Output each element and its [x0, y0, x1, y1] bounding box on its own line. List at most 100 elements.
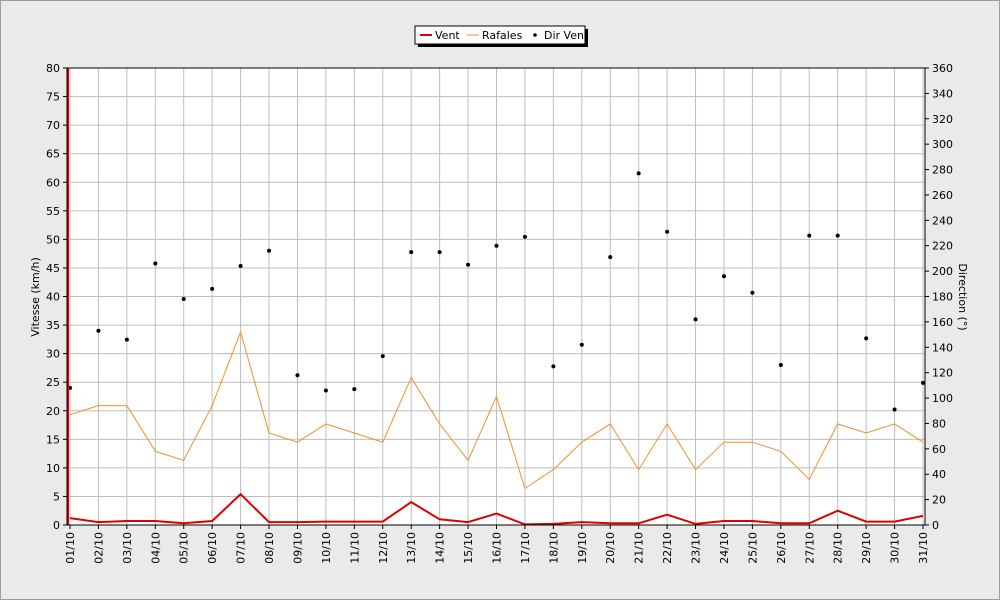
x-tick-label: 14/10 [434, 532, 447, 564]
dir-vent-point [96, 328, 101, 333]
y2-tick-label: 260 [932, 189, 953, 202]
x-tick-label: 29/10 [860, 532, 873, 564]
y-tick-label: 70 [46, 119, 60, 132]
y2-tick-label: 60 [932, 443, 946, 456]
y-tick-label: 50 [46, 233, 60, 246]
y-tick-label: 75 [46, 91, 60, 104]
y2-tick-label: 200 [932, 265, 953, 278]
x-tick-label: 18/10 [547, 532, 560, 564]
dir-vent-point [210, 286, 215, 291]
x-tick-label: 12/10 [377, 532, 390, 564]
y2-tick-label: 140 [932, 341, 953, 354]
dir-vent-point [608, 255, 613, 260]
x-tick-label: 08/10 [263, 532, 276, 564]
y2-tick-label: 240 [932, 214, 953, 227]
dir-vent-point [721, 274, 726, 279]
y2-tick-label: 360 [932, 62, 953, 75]
dir-vent-point [181, 297, 186, 302]
y2-tick-label: 40 [932, 468, 946, 481]
y-tick-label: 15 [46, 433, 60, 446]
x-tick-label: 28/10 [832, 532, 845, 564]
x-tick-label: 30/10 [889, 532, 902, 564]
legend: Vent Rafales Dir Vent [414, 25, 589, 47]
y-tick-label: 40 [46, 291, 60, 304]
x-tick-label: 15/10 [462, 532, 475, 564]
x-tick-label: 04/10 [149, 532, 162, 564]
x-tick-label: 27/10 [803, 532, 816, 564]
dir-vent-point [892, 407, 897, 412]
dir-vent-point [124, 337, 129, 342]
legend-vent-label: Vent [435, 29, 460, 42]
x-tick-label: 02/10 [92, 532, 105, 564]
y-tick-label: 5 [53, 490, 60, 503]
x-tick-label: 06/10 [206, 532, 219, 564]
y2-tick-label: 80 [932, 417, 946, 430]
x-tick-label: 05/10 [178, 532, 191, 564]
x-tick-label: 01/10 [64, 532, 77, 564]
dir-vent-point [636, 171, 641, 176]
dir-vent-point [380, 354, 385, 359]
grid [67, 68, 925, 525]
dir-vent-point [295, 373, 300, 378]
y-tick-label: 30 [46, 348, 60, 361]
dir-vent-point [267, 248, 272, 253]
x-tick-label: 20/10 [604, 532, 617, 564]
x-tick-label: 10/10 [320, 532, 333, 564]
dir-vent-point [352, 387, 357, 392]
x-tick-label: 13/10 [405, 532, 418, 564]
y2-tick-label: 320 [932, 113, 953, 126]
y-tick-label: 35 [46, 319, 60, 332]
x-tick-label: 09/10 [291, 532, 304, 564]
x-tick-label: 26/10 [775, 532, 788, 564]
dir-vent-point [665, 229, 670, 234]
dir-vent-point [238, 264, 243, 269]
dir-vent-point [466, 262, 471, 267]
y-tick-label: 65 [46, 148, 60, 161]
y2-tick-label: 300 [932, 138, 953, 151]
dir-vent-point [835, 233, 840, 238]
dir-vent-point [153, 261, 158, 266]
x-tick-label: 07/10 [235, 532, 248, 564]
y-axis-label: Vitesse (km/h) [29, 257, 42, 337]
rafales-line [69, 330, 924, 490]
dir-vent-point [693, 317, 698, 322]
x-tick-label: 31/10 [917, 532, 930, 564]
y-tick-label: 60 [46, 176, 60, 189]
y-tick-label: 20 [46, 405, 60, 418]
x-tick-label: 25/10 [746, 532, 759, 564]
axes: 0 5 10 15 20 25 30 35 40 45 50 55 60 65 70 75 80 0 20 40 60 8… [46, 62, 953, 564]
y-tick-label: 0 [53, 519, 60, 532]
vent-line [69, 492, 924, 526]
x-tick-label: 22/10 [661, 532, 674, 564]
y2-tick-label: 20 [932, 494, 946, 507]
dir-vent-point [437, 250, 442, 255]
dir-vent-point [323, 388, 328, 393]
y2-tick-label: 0 [932, 519, 939, 532]
y2-axis-label: Direction (°) [956, 263, 969, 330]
x-tick-label: 17/10 [519, 532, 532, 564]
y2-tick-label: 340 [932, 87, 953, 100]
dir-vent-point [522, 234, 527, 239]
y2-tick-label: 220 [932, 240, 953, 253]
dir-vent-point [750, 290, 755, 295]
dir-vent-point [494, 243, 499, 248]
y2-tick-label: 280 [932, 164, 953, 177]
dir-vent-point [864, 336, 869, 341]
x-tick-label: 11/10 [348, 532, 361, 564]
x-tick-label: 16/10 [491, 532, 504, 564]
x-tick-label: 21/10 [633, 532, 646, 564]
dir-vent-point [921, 380, 925, 385]
legend-dir-vent-swatch [533, 33, 537, 37]
y-tick-label: 80 [46, 62, 60, 75]
y2-tick-label: 120 [932, 367, 953, 380]
dir-vent-point [807, 233, 812, 238]
y2-tick-label: 160 [932, 316, 953, 329]
dir-vent-point [409, 250, 414, 255]
y-tick-label: 45 [46, 262, 60, 275]
y2-tick-label: 180 [932, 291, 953, 304]
x-tick-label: 23/10 [690, 532, 703, 564]
x-tick-label: 24/10 [718, 532, 731, 564]
dir-vent-point [551, 364, 556, 369]
